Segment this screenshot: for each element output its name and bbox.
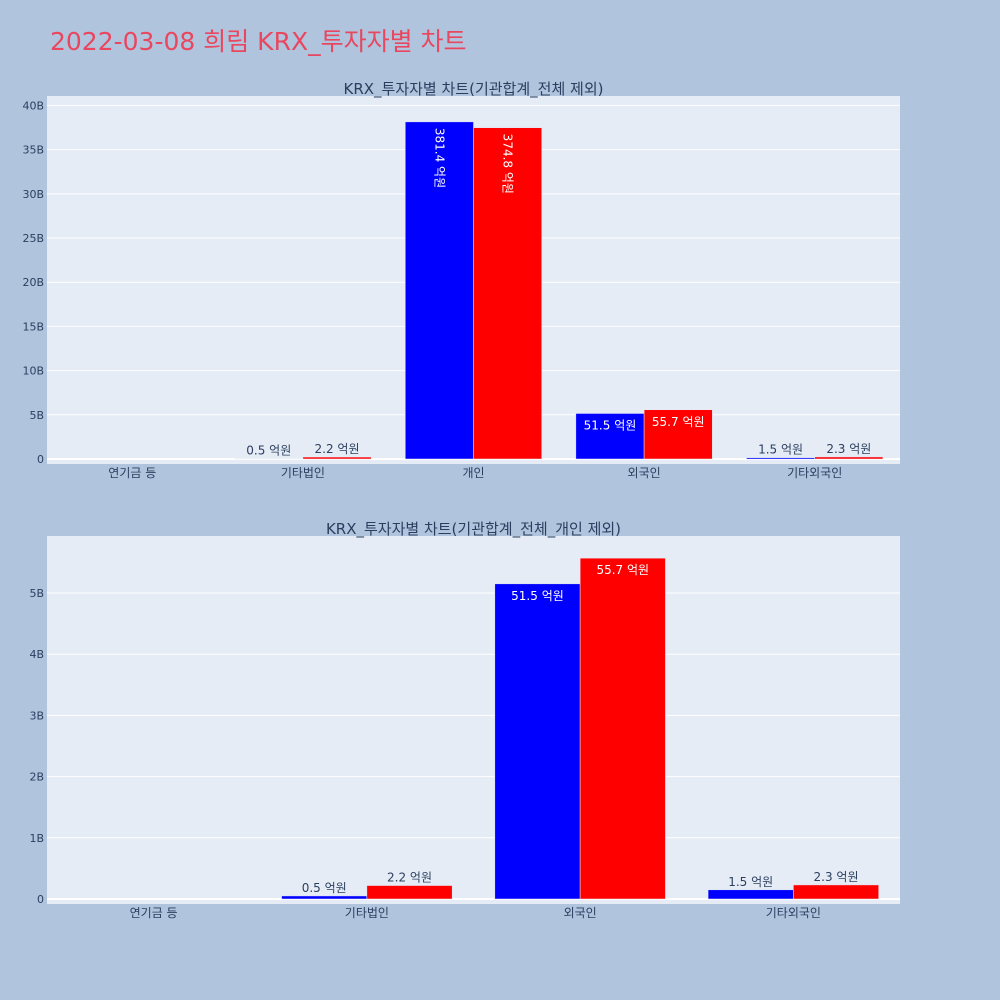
x-category-label: 기타외국인 xyxy=(766,906,821,920)
bar xyxy=(366,885,453,900)
data-label: 51.5 억원 xyxy=(584,418,637,432)
plot-area xyxy=(47,536,900,904)
y-tick-label: 2B xyxy=(29,771,44,784)
bar xyxy=(302,456,372,460)
bar xyxy=(793,884,879,900)
x-category-label: 외국인 xyxy=(564,906,597,920)
y-tick-label: 30B xyxy=(22,188,44,201)
y-tick-label: 0 xyxy=(37,453,44,466)
y-tick-label: 0 xyxy=(37,893,44,906)
page-title: 2022-03-08 희림 KRX_투자자별 차트 xyxy=(50,27,467,56)
y-tick-label: 1B xyxy=(29,832,44,845)
data-label: 51.5 억원 xyxy=(511,589,564,603)
data-label: 1.5 억원 xyxy=(728,875,773,889)
data-label: 55.7 억원 xyxy=(652,415,705,429)
x-category-label: 기타외국인 xyxy=(787,466,842,480)
data-label: 1.5 억원 xyxy=(758,443,803,457)
x-category-label: 연기금 등 xyxy=(108,466,156,480)
data-label: 0.5 억원 xyxy=(246,444,291,458)
chart-subtitle: KRX_투자자별 차트(기관합계_전체_개인 제외) xyxy=(326,520,621,539)
bar xyxy=(643,409,713,460)
chart-subtitle: KRX_투자자별 차트(기관합계_전체 제외) xyxy=(344,80,604,99)
data-label: 55.7 억원 xyxy=(596,563,649,577)
x-category-label: 개인 xyxy=(462,466,484,480)
data-label: 2.2 억원 xyxy=(315,442,360,456)
bar xyxy=(405,121,474,460)
y-tick-label: 40B xyxy=(22,99,44,112)
y-tick-label: 15B xyxy=(22,320,44,333)
data-label: 0.5 억원 xyxy=(302,881,347,895)
data-label: 2.3 억원 xyxy=(814,870,859,884)
x-category-label: 기타법인 xyxy=(345,906,389,920)
data-label: 2.3 억원 xyxy=(826,442,871,456)
y-tick-label: 20B xyxy=(22,276,44,289)
data-label: 2.2 억원 xyxy=(387,871,432,885)
bar xyxy=(494,583,581,900)
chart-2: 0 1B 2B 3B 4B 5B KRX_투자자별 차트(기관합계_전체_개인 제외) 연기금… xyxy=(29,520,900,920)
y-tick-label: 5B xyxy=(29,587,44,600)
bar xyxy=(575,413,645,460)
y-tick-label: 3B xyxy=(29,709,44,722)
x-category-label: 연기금 등 xyxy=(130,906,178,920)
bar xyxy=(473,127,542,460)
y-tick-label: 10B xyxy=(22,365,44,378)
bar xyxy=(707,889,794,900)
x-category-label: 기타법인 xyxy=(281,466,325,480)
bar xyxy=(579,557,666,900)
chart-1: 0 5B 10B 15B 20B 25B 30B 35B 40B KRX_투자자별 차트(기관합계… xyxy=(22,80,900,480)
y-tick-label: 4B xyxy=(29,648,44,661)
y-tick-label: 5B xyxy=(29,409,44,422)
x-category-label: 외국인 xyxy=(628,466,661,480)
data-label: 374.8 억원 xyxy=(501,134,515,194)
bar xyxy=(281,895,368,900)
y-tick-label: 35B xyxy=(22,144,44,157)
y-tick-label: 25B xyxy=(22,232,44,245)
bar xyxy=(746,457,815,460)
data-label: 381.4 억원 xyxy=(432,128,446,188)
bar xyxy=(814,456,884,460)
